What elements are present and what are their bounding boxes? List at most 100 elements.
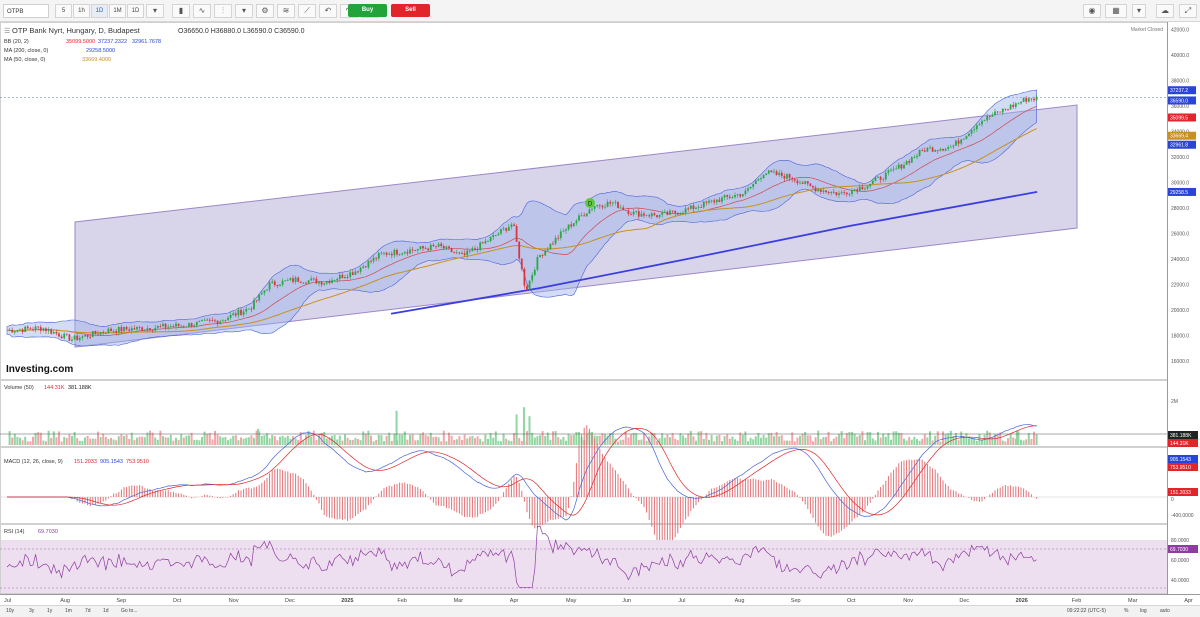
candle-body	[887, 170, 890, 173]
symbol-input[interactable]: OTPB	[3, 3, 49, 18]
macd-hist-bar	[438, 497, 440, 506]
volume-bar	[206, 433, 209, 445]
volume-bar	[702, 438, 705, 445]
buy-button[interactable]: Buy	[348, 4, 387, 17]
candle-body	[986, 115, 989, 121]
volume-bar	[731, 436, 734, 445]
volume-bar	[923, 434, 926, 445]
sell-button[interactable]: Sell	[391, 4, 430, 17]
range-10y[interactable]: 10y	[6, 608, 15, 614]
volume-bar	[240, 437, 242, 445]
fullscreen-icon[interactable]: ⤢	[1179, 4, 1197, 18]
range-1y[interactable]: 1y	[47, 608, 53, 614]
interval-1d-button[interactable]: 1D	[91, 3, 108, 18]
macd-hist-bar	[763, 480, 765, 497]
chevron-down-icon[interactable]: ▾	[235, 3, 253, 18]
log-toggle[interactable]: log	[1140, 608, 1147, 614]
macd-hist-bar	[770, 479, 772, 497]
volume-bar	[559, 439, 562, 445]
candle-body	[388, 253, 391, 255]
volume-bar	[999, 432, 1002, 445]
gear-icon[interactable]: ⚙	[256, 3, 274, 18]
macd-hist-bar	[282, 470, 284, 497]
volume-bar	[728, 438, 731, 445]
line-chart-icon[interactable]: ∿	[193, 3, 211, 18]
volume-bar	[1035, 434, 1038, 445]
volume-bar	[952, 435, 955, 445]
candle-body	[695, 207, 697, 210]
volume-bar	[383, 441, 385, 445]
clock-time[interactable]: 09:22:22 (UTC-5)	[1067, 608, 1106, 614]
macd-hist-bar	[963, 495, 965, 497]
camera-icon[interactable]: ◉	[1083, 4, 1101, 18]
interval-1h-button[interactable]: 1h	[73, 3, 90, 18]
candle-body	[237, 309, 240, 316]
candle-body	[370, 260, 372, 262]
event-marker[interactable]	[585, 198, 595, 208]
goto-button[interactable]: Go to...	[121, 608, 138, 614]
chevron-down-icon[interactable]: ▾	[146, 3, 164, 18]
range-1d[interactable]: 1d	[103, 608, 109, 614]
chart-area[interactable]: D ☰ OTP Bank Nyrt, Hungary, D, Budapest …	[0, 22, 1200, 605]
macd-hist-bar	[183, 494, 185, 497]
volume-bar	[942, 431, 944, 445]
range-7d[interactable]: 7d	[85, 608, 91, 614]
chevron-down-icon[interactable]: ▾	[1132, 4, 1146, 18]
price-channel[interactable]	[74, 104, 1078, 348]
volume-bar	[362, 431, 365, 445]
candle-body	[450, 248, 453, 253]
range-1m[interactable]: 1m	[65, 608, 72, 614]
volume-bar	[635, 433, 638, 445]
macd-hist-bar	[867, 497, 869, 506]
cloud-icon[interactable]: ☁	[1156, 4, 1174, 18]
candle-body	[765, 173, 768, 175]
interval-5m-button[interactable]: 5	[55, 3, 72, 18]
candle-body	[684, 208, 687, 213]
candle-body	[214, 320, 216, 322]
volume-bar	[468, 436, 471, 445]
percent-toggle[interactable]: %	[1124, 608, 1129, 614]
drawing-icon[interactable]: ⟋	[298, 3, 316, 18]
interval-1m-button[interactable]: 1M	[109, 3, 126, 18]
macd-hist-value: 151.2033	[74, 459, 97, 465]
volume-bar	[661, 433, 664, 445]
layout-icon[interactable]: ▦	[1105, 4, 1127, 18]
macd-hist-bar	[284, 471, 286, 497]
macd-hist-bar	[612, 467, 614, 497]
chart-title: OTP Bank Nyrt, Hungary, D, Budapest	[12, 26, 141, 35]
candle-body	[791, 178, 794, 180]
volume-bar	[643, 432, 645, 445]
macd-signal-value: 753.9510	[126, 459, 149, 465]
range-3y[interactable]: 3y	[29, 608, 35, 614]
candle-body	[45, 328, 47, 332]
volume-bar	[884, 436, 887, 445]
auto-toggle[interactable]: auto	[1160, 608, 1170, 614]
x-axis-label: 2025	[341, 598, 353, 604]
volume-bar	[892, 431, 895, 445]
menu-icon[interactable]: ☰	[4, 28, 10, 35]
undo-icon[interactable]: ↶	[319, 3, 337, 18]
macd-hist-bar	[1015, 486, 1017, 497]
macd-hist-bar	[794, 491, 796, 497]
macd-hist-bar	[802, 497, 804, 502]
volume-bar	[432, 436, 435, 445]
candle-body	[481, 242, 484, 244]
volume-bar	[411, 434, 414, 445]
macd-hist-bar	[152, 490, 154, 497]
candlestick-icon[interactable]: ▮	[172, 3, 190, 18]
macd-hist-bar	[84, 497, 86, 504]
volume-bar	[965, 433, 968, 445]
indicators-icon[interactable]: ⫶	[214, 3, 232, 18]
candle-body	[380, 252, 383, 254]
macd-hist-bar	[245, 488, 247, 497]
compare-icon[interactable]: ≋	[277, 3, 295, 18]
macd-hist-bar	[279, 469, 281, 497]
interval-dropdown[interactable]: 1D	[127, 3, 144, 18]
volume-bar	[91, 438, 94, 445]
candle-body	[609, 202, 612, 204]
volume-bar	[978, 433, 981, 445]
macd-hist-bar	[739, 478, 741, 497]
volume-bar	[151, 432, 154, 445]
macd-hist-bar	[222, 497, 224, 498]
macd-hist-bar	[635, 497, 637, 499]
